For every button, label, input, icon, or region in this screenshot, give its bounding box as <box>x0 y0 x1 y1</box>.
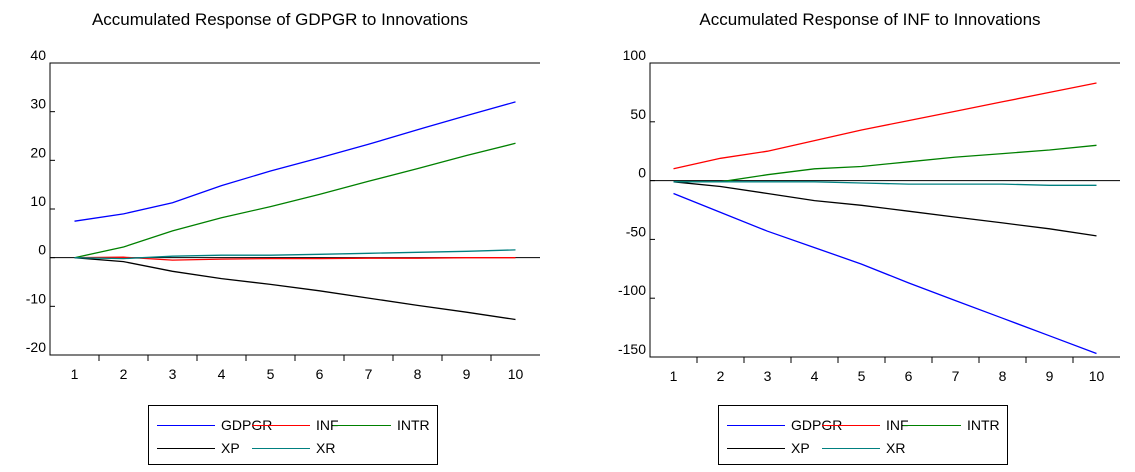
series-line-gdpgr <box>674 194 1097 354</box>
x-tick-label: 3 <box>764 368 772 384</box>
x-tick-label: 2 <box>120 366 128 382</box>
y-tick-label: -100 <box>618 282 646 298</box>
legend-label: INTR <box>967 417 1000 433</box>
legend-swatch <box>157 425 215 426</box>
y-tick-label: 50 <box>630 106 646 122</box>
plot-frame <box>650 63 1120 357</box>
legend-label: INTR <box>397 417 430 433</box>
x-tick-label: 7 <box>365 366 373 382</box>
x-tick-label: 8 <box>414 366 422 382</box>
x-tick-label: 6 <box>316 366 324 382</box>
x-tick-label: 5 <box>858 368 866 384</box>
legend-item-xp: XP <box>157 439 240 457</box>
legend-swatch <box>727 425 785 426</box>
chart-panel-gdpgr: Accumulated Response of GDPGR to Innovat… <box>0 0 560 472</box>
y-tick-label: -50 <box>626 223 646 239</box>
y-tick-label: 0 <box>638 165 646 181</box>
legend-item-xp: XP <box>727 439 810 457</box>
x-tick-label: 1 <box>670 368 678 384</box>
x-tick-label: 9 <box>463 366 471 382</box>
y-tick-label: 20 <box>30 144 46 160</box>
legend-label: XP <box>791 440 810 456</box>
x-tick-label: 4 <box>811 368 819 384</box>
legend-item-intr: INTR <box>333 416 430 434</box>
legend-label: XR <box>316 440 335 456</box>
series-line-xp <box>674 182 1097 236</box>
y-tick-label: 40 <box>30 47 46 63</box>
legend-swatch <box>822 448 880 449</box>
legend-swatch <box>903 425 961 426</box>
legend-swatch <box>157 448 215 449</box>
legend-item-inf: INF <box>822 416 909 434</box>
plot-frame <box>50 63 540 355</box>
chart-plot-gdpgr: 40 30 20 10 0 -10 -20 1 2 3 4 5 6 7 8 9 10 <box>0 0 560 400</box>
legend-swatch <box>252 425 310 426</box>
legend-item-xr: XR <box>822 439 905 457</box>
y-tick-label: 10 <box>30 193 46 209</box>
chart-panel-inf: Accumulated Response of INF to Innovatio… <box>590 0 1135 472</box>
legend-swatch <box>822 425 880 426</box>
legend-swatch <box>727 448 785 449</box>
y-tick-label: 30 <box>30 96 46 112</box>
series-line-inf <box>674 83 1097 169</box>
series-line-intr <box>674 145 1097 182</box>
series-line-xr <box>674 182 1097 186</box>
y-tick-label: -20 <box>26 339 46 355</box>
y-tick-label: -10 <box>26 290 46 306</box>
series-line-intr <box>75 143 516 257</box>
legend-item-intr: INTR <box>903 416 1000 434</box>
y-tick-label: 0 <box>38 242 46 258</box>
x-tick-label: 2 <box>717 368 725 384</box>
legend-swatch <box>252 448 310 449</box>
x-tick-label: 1 <box>71 366 79 382</box>
series-line-xp <box>75 258 516 320</box>
chart-plot-inf: 100 50 0 -50 -100 -150 1 2 3 4 5 6 7 8 9 10 <box>590 0 1135 400</box>
x-tick-label: 3 <box>169 366 177 382</box>
legend-item-inf: INF <box>252 416 339 434</box>
x-tick-label: 9 <box>1046 368 1054 384</box>
y-tick-label: 100 <box>623 47 647 63</box>
y-tick-label: -150 <box>618 341 646 357</box>
legend-item-xr: XR <box>252 439 335 457</box>
x-tick-label: 4 <box>218 366 226 382</box>
x-tick-label: 8 <box>999 368 1007 384</box>
x-tick-label: 10 <box>1089 368 1105 384</box>
legend-label: XP <box>221 440 240 456</box>
x-tick-label: 10 <box>508 366 524 382</box>
x-tick-label: 6 <box>905 368 913 384</box>
chart-legend: GDPGR INF INTR XP XR <box>718 405 1008 465</box>
series-line-gdpgr <box>75 102 516 221</box>
x-tick-label: 7 <box>952 368 960 384</box>
legend-swatch <box>333 425 391 426</box>
chart-legend: GDPGR INF INTR XP XR <box>148 405 438 465</box>
legend-label: XR <box>886 440 905 456</box>
x-tick-label: 5 <box>267 366 275 382</box>
